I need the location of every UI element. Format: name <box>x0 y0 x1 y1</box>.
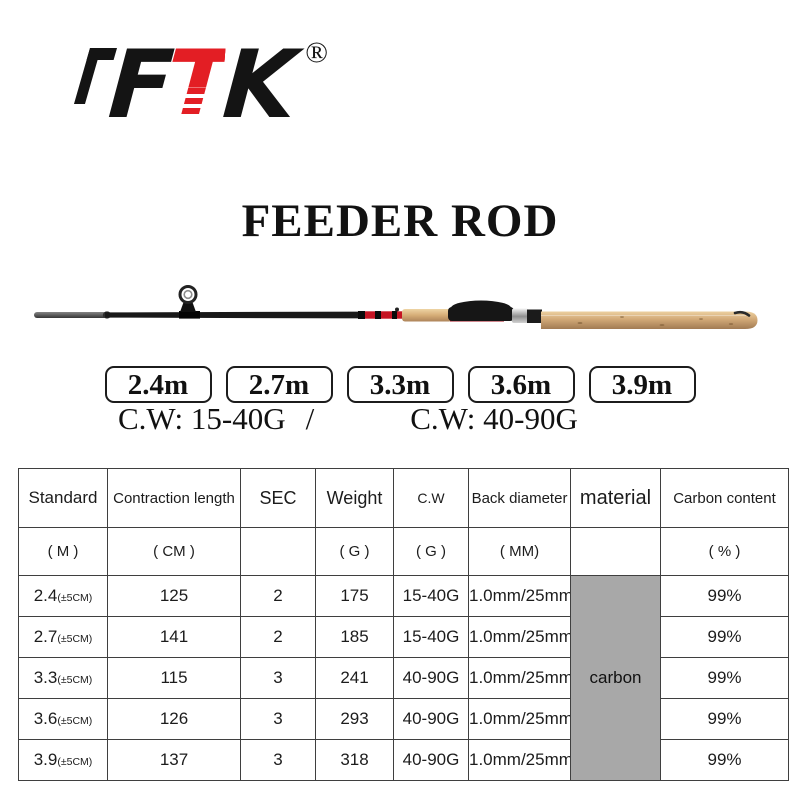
cell-weight: 185 <box>315 616 394 658</box>
cell-weight: 318 <box>315 739 394 781</box>
unit-contraction-length: ( CM ) <box>107 527 241 576</box>
cell-weight: 175 <box>315 575 394 617</box>
spec-row-2-4: 2.4(±5CM) 125 2 175 15-40G 1.0mm/25mm ca… <box>18 575 789 781</box>
col-header-sec: SEC <box>240 468 316 528</box>
rod-photo <box>0 268 800 340</box>
length-options: 2.4m 2.7m 3.3m 3.6m 3.9m <box>0 366 800 403</box>
casting-weight-left: C.W: 15-40G <box>118 401 286 436</box>
cork-fore-grip <box>402 309 452 322</box>
cell-cw: 40-90G <box>393 739 469 781</box>
cell-contraction: 141 <box>107 616 241 658</box>
units-row: ( M ) ( CM ) ( G ) ( G ) ( MM) ( % ) <box>18 527 789 576</box>
spec-row-3-6: 3.6(±5CM) 126 3 293 40-90G 1.0mm/25mm 99… <box>18 698 789 740</box>
cell-carbon-content: 99% <box>660 575 789 617</box>
col-header-material: material <box>570 468 661 528</box>
length-option-3-6m[interactable]: 3.6m <box>467 366 575 403</box>
rod-tip <box>34 311 112 319</box>
col-header-contraction-length: Contraction length <box>107 468 241 528</box>
cell-sec: 3 <box>240 698 316 740</box>
cell-contraction: 115 <box>107 657 241 699</box>
logo-letter-t: T <box>162 31 228 140</box>
cork-handle <box>541 310 758 329</box>
ftk-logo: FTK ® <box>66 31 328 140</box>
cell-sec: 2 <box>240 616 316 658</box>
reel-seat <box>448 300 542 323</box>
casting-weight-right: C.W: 40-90G <box>410 401 578 436</box>
cell-sec: 3 <box>240 657 316 699</box>
rod-blank <box>105 311 362 319</box>
spec-row-2-7: 2.7(±5CM) 141 2 185 15-40G 1.0mm/25mm 99… <box>18 616 789 658</box>
cell-sec: 3 <box>240 739 316 781</box>
col-header-cw: C.W <box>393 468 469 528</box>
col-header-weight: Weight <box>315 468 394 528</box>
casting-weight-separator: / <box>305 401 315 436</box>
length-option-3-3m[interactable]: 3.3m <box>346 366 454 403</box>
cell-standard: 3.6(±5CM) <box>18 698 108 740</box>
cell-back-diameter: 1.0mm/25mm <box>468 616 571 658</box>
cell-standard: 3.9(±5CM) <box>18 739 108 781</box>
spec-table: Standard Contraction length SEC Weight C… <box>18 468 789 781</box>
cell-cw: 40-90G <box>393 657 469 699</box>
unit-cw: ( G ) <box>393 527 469 576</box>
cell-standard: 2.4(±5CM) <box>18 575 108 617</box>
cell-cw: 15-40G <box>393 616 469 658</box>
length-option-3-9m[interactable]: 3.9m <box>588 366 696 403</box>
registered-trademark-icon: ® <box>305 36 328 69</box>
col-header-carbon-content: Carbon content <box>660 468 789 528</box>
length-option-2-7m[interactable]: 2.7m <box>225 366 333 403</box>
cell-standard: 2.7(±5CM) <box>18 616 108 658</box>
cell-cw: 40-90G <box>393 698 469 740</box>
page-title: FEEDER ROD <box>241 195 559 247</box>
unit-sec <box>240 527 316 576</box>
logo-letter-k: K <box>219 31 294 140</box>
guide-ring <box>178 285 200 319</box>
cell-weight: 293 <box>315 698 394 740</box>
cell-back-diameter: 1.0mm/25mm <box>468 739 571 781</box>
unit-material <box>570 527 661 576</box>
length-option-2-4m[interactable]: 2.4m <box>104 366 212 403</box>
logo-letters: FTK <box>105 31 293 140</box>
red-thread-wraps <box>358 307 404 319</box>
cell-material-carbon: carbon <box>570 575 661 781</box>
unit-weight: ( G ) <box>315 527 394 576</box>
butt-cap-mark <box>733 310 751 317</box>
cell-carbon-content: 99% <box>660 698 789 740</box>
feeder-rod-illustration <box>34 285 758 329</box>
cell-contraction: 137 <box>107 739 241 781</box>
spec-row-3-3: 3.3(±5CM) 115 3 241 40-90G 1.0mm/25mm 99… <box>18 657 789 699</box>
cell-back-diameter: 1.0mm/25mm <box>468 698 571 740</box>
cell-standard: 3.3(±5CM) <box>18 657 108 699</box>
spec-row-3-9: 3.9(±5CM) 137 3 318 40-90G 1.0mm/25mm 99… <box>18 739 789 781</box>
cell-back-diameter: 1.0mm/25mm <box>468 657 571 699</box>
col-header-standard: Standard <box>18 468 108 528</box>
logo-letter-f: F <box>105 31 171 140</box>
unit-standard: ( M ) <box>18 527 108 576</box>
col-header-back-diameter: Back diameter <box>468 468 571 528</box>
header-row: Standard Contraction length SEC Weight C… <box>18 468 789 528</box>
cell-carbon-content: 99% <box>660 657 789 699</box>
cell-carbon-content: 99% <box>660 739 789 781</box>
casting-weight-line: C.W: 15-40G / C.W: 40-90G <box>118 401 578 437</box>
cell-contraction: 125 <box>107 575 241 617</box>
cell-sec: 2 <box>240 575 316 617</box>
unit-carbon-content: ( % ) <box>660 527 789 576</box>
cell-contraction: 126 <box>107 698 241 740</box>
cell-weight: 241 <box>315 657 394 699</box>
cell-cw: 15-40G <box>393 575 469 617</box>
unit-back-diameter: ( MM) <box>468 527 571 576</box>
cell-back-diameter: 1.0mm/25mm <box>468 575 571 617</box>
cell-carbon-content: 99% <box>660 616 789 658</box>
